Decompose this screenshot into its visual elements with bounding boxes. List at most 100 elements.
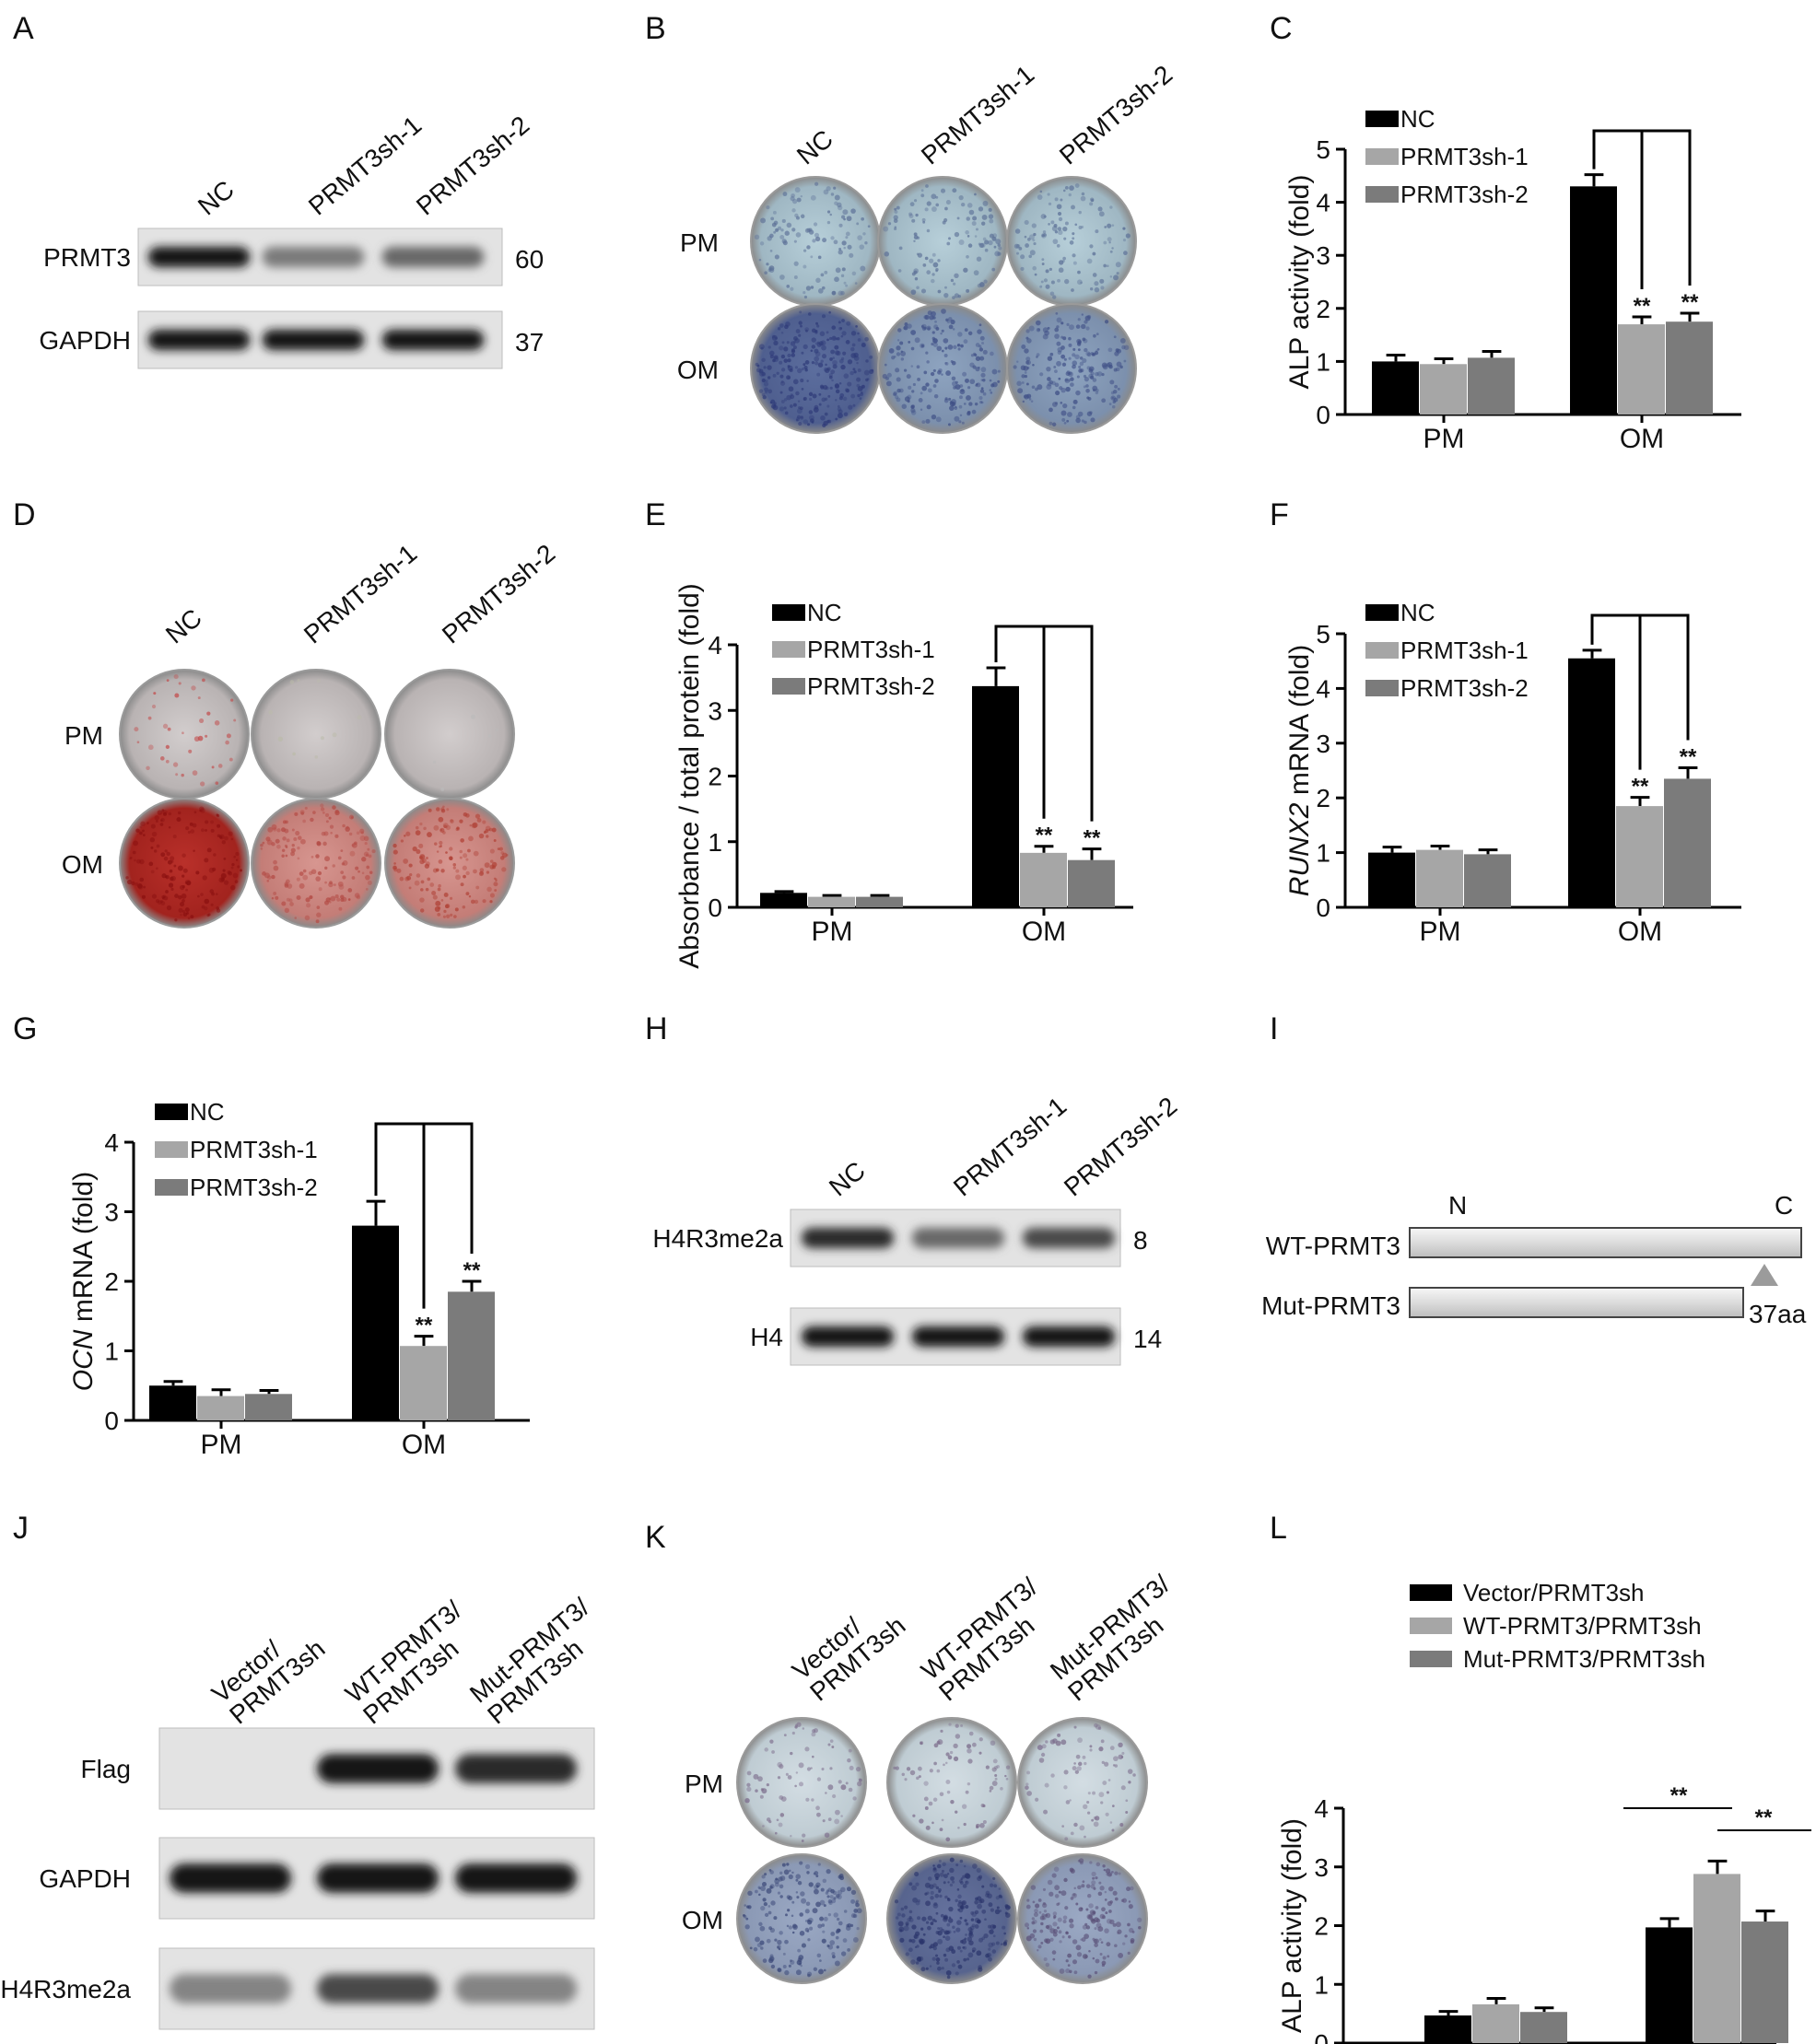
legend-swatch — [155, 1104, 188, 1120]
band — [169, 1974, 292, 2003]
lane-label: NC — [160, 603, 207, 649]
y-axis-label: OCN mRNA (fold) — [68, 1172, 99, 1391]
molecular-weight: 14 — [1133, 1325, 1162, 1353]
culture-well — [1017, 1853, 1148, 1984]
significance-marker: ** — [1681, 290, 1699, 315]
band — [169, 1863, 292, 1893]
y-tick-label: 1 — [1316, 839, 1330, 868]
lane-label: PRMT3sh-1 — [299, 539, 422, 649]
band — [381, 246, 485, 268]
significance-marker: ** — [1634, 294, 1651, 319]
legend-label: PRMT3sh-1 — [1400, 143, 1529, 170]
legend-label: PRMT3sh-2 — [807, 672, 935, 700]
bar-Vector/PRMT3sh-PM — [1424, 2015, 1471, 2043]
y-tick-label: 1 — [708, 828, 722, 857]
legend-label: Vector/PRMT3sh — [1463, 1579, 1645, 1606]
culture-well — [119, 669, 250, 800]
band — [1022, 1326, 1116, 1348]
bar-PRMT3sh-1-OM — [1618, 324, 1665, 415]
lane-label: Vector/PRMT3sh — [787, 1590, 911, 1707]
bar-NC-PM — [760, 893, 807, 907]
band — [454, 1974, 578, 2003]
mut-prmt3-bar — [1409, 1287, 1744, 1318]
blot-row-label: PRMT3 — [43, 243, 131, 272]
legend-label: PRMT3sh-1 — [190, 1136, 318, 1163]
band — [801, 1326, 895, 1348]
y-tick-label: 1 — [1316, 347, 1330, 376]
panel-D: NC PRMT3sh-1 PRMT3sh-2 PM OM — [62, 539, 560, 929]
bar-PRMT3sh-2-OM — [448, 1291, 495, 1420]
bar-WT-PRMT3/PRMT3sh-OM — [1693, 1874, 1740, 2043]
legend-label: NC — [190, 1098, 225, 1126]
culture-well — [750, 176, 881, 307]
lane-label: WT-PRMT3/PRMT3sh — [340, 1595, 485, 1730]
band — [454, 1754, 578, 1783]
bar-PRMT3sh-2-PM — [245, 1394, 292, 1420]
lane-label: Mut-PRMT3/PRMT3sh — [464, 1593, 613, 1730]
lane-label: PRMT3sh-2 — [1059, 1092, 1182, 1202]
deletion-marker-icon — [1751, 1264, 1778, 1286]
band — [262, 329, 365, 351]
legend-swatch — [772, 604, 805, 621]
y-tick-label: 0 — [1316, 401, 1330, 429]
bar-PRMT3sh-2-OM — [1068, 859, 1115, 907]
legend-label: PRMT3sh-2 — [190, 1174, 318, 1201]
lane-label: Mut-PRMT3/PRMT3sh — [1045, 1570, 1193, 1707]
bar-NC-OM — [352, 1225, 399, 1420]
panel-K: Vector/PRMT3sh WT-PRMT3/PRMT3sh Mut-PRMT3/… — [682, 1570, 1193, 1984]
blot-row-label: Flag — [81, 1755, 131, 1783]
significance-marker: ** — [416, 1314, 433, 1338]
blot-row-label: H4R3me2a — [0, 1975, 131, 2003]
lane-label: PRMT3sh-2 — [1054, 60, 1177, 170]
culture-well — [384, 669, 515, 800]
bar-WT-PRMT3/PRMT3sh-PM — [1472, 2003, 1519, 2043]
blot-row-label: H4 — [750, 1323, 783, 1351]
y-tick-label: 3 — [1314, 1853, 1329, 1882]
y-tick-label: 4 — [1314, 1794, 1329, 1823]
plate-row-label: PM — [680, 228, 719, 257]
band — [1022, 1227, 1116, 1249]
legend-swatch — [1410, 1618, 1452, 1634]
legend-swatch — [1365, 642, 1399, 659]
x-category-label: PM — [201, 1430, 242, 1460]
panel-label-E: E — [645, 497, 666, 532]
band — [316, 1974, 439, 2003]
culture-well — [886, 1717, 1017, 1848]
legend-swatch — [772, 678, 805, 695]
molecular-weight: 37 — [515, 328, 544, 356]
lane-label: WT-PRMT3/PRMT3sh — [916, 1572, 1060, 1707]
band — [147, 246, 251, 268]
bar-PRMT3sh-1-PM — [1420, 364, 1467, 415]
x-category-label: PM — [1420, 917, 1461, 947]
blot-H4 — [790, 1307, 1121, 1366]
band — [454, 1863, 578, 1893]
panel-J: Vector/PRMT3sh WT-PRMT3/PRMT3sh Mut-PRMT3/… — [0, 1593, 613, 2030]
legend-swatch — [1365, 111, 1399, 127]
plate-row-label: OM — [677, 356, 719, 384]
y-tick-label: 5 — [1316, 620, 1330, 648]
x-category-label: OM — [402, 1430, 446, 1460]
culture-well — [251, 669, 381, 800]
band — [147, 329, 251, 351]
bar-PRMT3sh-2-PM — [1468, 357, 1515, 415]
lane-label: NC — [824, 1156, 871, 1202]
y-tick-label: 4 — [708, 631, 722, 660]
bar-NC-PM — [1372, 361, 1419, 415]
significance-marker: ** — [1670, 1783, 1688, 1808]
band — [911, 1227, 1005, 1249]
wt-prmt3-label: WT-PRMT3 — [1266, 1232, 1400, 1260]
significance-marker: ** — [1680, 745, 1697, 770]
legend-swatch — [1365, 186, 1399, 203]
panel-label-A: A — [13, 11, 34, 46]
panel-label-H: H — [645, 1011, 668, 1046]
significance-marker: ** — [463, 1258, 481, 1283]
y-axis-label: Absorbance / total protein (fold) — [674, 583, 705, 969]
y-tick-label: 4 — [1316, 189, 1330, 217]
legend-swatch — [155, 1141, 188, 1158]
culture-well — [750, 303, 881, 434]
y-tick-label: 3 — [1316, 730, 1330, 758]
bar-PRMT3sh-1-PM — [808, 896, 855, 907]
